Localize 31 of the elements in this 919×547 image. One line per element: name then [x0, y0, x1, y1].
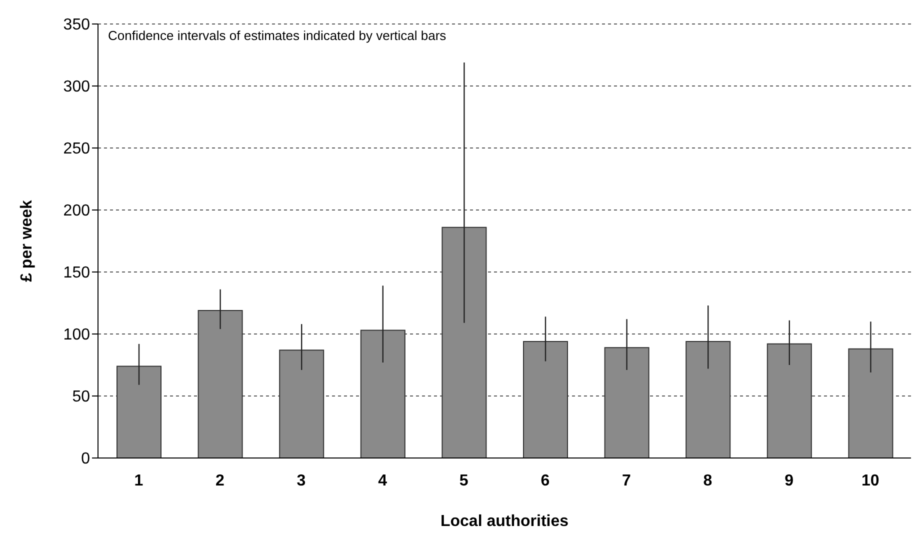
y-tick-label: 100: [63, 326, 90, 344]
y-tick-label: 350: [63, 16, 90, 34]
bar: [848, 348, 894, 458]
x-tick-label: 9: [784, 472, 794, 490]
bar: [604, 347, 650, 458]
x-tick-label: 8: [703, 472, 712, 490]
bar: [766, 343, 812, 458]
bar: [686, 340, 731, 458]
x-tick-label: 4: [378, 472, 388, 490]
x-tick-label: 6: [540, 472, 550, 490]
bar: [442, 226, 487, 458]
x-tick-label: 10: [861, 472, 880, 490]
y-tick-label: 50: [72, 388, 90, 406]
x-tick-label: 7: [622, 472, 631, 490]
bar: [116, 366, 162, 458]
x-axis-title: Local authorities: [440, 513, 569, 530]
annotation: Confidence intervals of estimates indicated by vertical bars: [108, 28, 446, 43]
x-tick-label: 5: [459, 472, 468, 490]
x-tick-label: 1: [134, 472, 144, 490]
y-axis-title: £ per week: [18, 200, 36, 282]
bar: [523, 340, 568, 458]
y-tick-label: 200: [63, 202, 90, 220]
y-tick-label: 0: [81, 450, 90, 468]
x-tick-label: 2: [215, 472, 224, 490]
y-tick-label: 300: [63, 78, 90, 96]
y-tick-label: 150: [63, 264, 90, 282]
x-tick-label: 3: [296, 472, 306, 490]
y-tick-label: 250: [63, 140, 90, 158]
bar: [360, 330, 406, 458]
bar: [198, 310, 243, 458]
bar: [279, 350, 324, 458]
